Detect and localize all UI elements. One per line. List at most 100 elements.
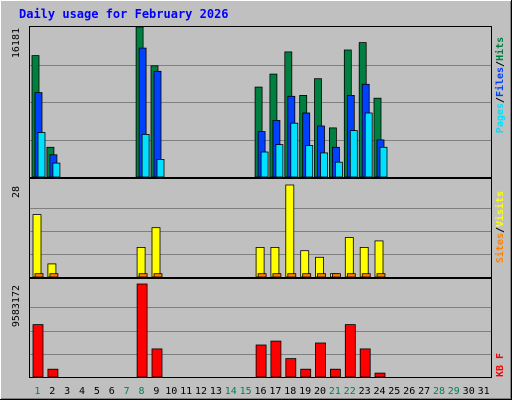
bar-pages [156, 158, 165, 178]
bar-sites [257, 273, 267, 278]
bar-visits [136, 246, 146, 278]
day-label: 8 [138, 386, 144, 397]
day-label: 6 [109, 386, 115, 397]
bar-visits [270, 246, 280, 278]
day-label: 5 [94, 386, 100, 397]
legend-entry: Hits [494, 37, 506, 61]
bar-kb-f [344, 324, 356, 378]
day-label: 16 [254, 386, 266, 397]
day-label: 17 [269, 386, 281, 397]
day-label: 20 [314, 386, 326, 397]
day-label: 12 [195, 386, 207, 397]
bar-sites [376, 273, 386, 278]
day-label: 21 [329, 386, 341, 397]
bar-visits [32, 214, 42, 278]
bar-pages [320, 152, 328, 178]
day-label: 18 [284, 386, 296, 397]
bar-sites [302, 273, 312, 278]
day-label: 13 [210, 386, 222, 397]
panel-visits: 28 Sites/Visits [11, 178, 506, 278]
day-label: 22 [344, 386, 356, 397]
bar-pages [141, 133, 150, 178]
legend-entry: Pages [495, 103, 506, 133]
y-max-label: 9583172 [11, 285, 22, 327]
bar-pages [305, 145, 314, 178]
day-label: 2 [49, 386, 55, 397]
panel-frame [29, 178, 492, 278]
bar-kb-f [285, 358, 297, 378]
bar-kb-f [136, 283, 148, 378]
bar-visits [151, 227, 161, 278]
day-label: 7 [124, 386, 130, 397]
bar-kb-f [315, 342, 326, 378]
bar-sites [361, 273, 371, 278]
bar-kb-f [255, 344, 267, 378]
bar-visits [344, 237, 354, 278]
bar-sites [34, 273, 44, 278]
bar-visits [359, 246, 369, 278]
legend-visits: Sites/Visits [494, 191, 506, 263]
bar-kb-f [270, 340, 282, 378]
day-label: 23 [359, 386, 371, 397]
day-label: 9 [153, 386, 159, 397]
bar-pages [379, 146, 388, 178]
legend-entry: / [495, 97, 506, 103]
bar-pages [364, 112, 373, 178]
day-label: 3 [64, 386, 70, 397]
day-label: 27 [418, 386, 430, 397]
bar-visits [255, 246, 265, 278]
bar-visits [285, 184, 295, 278]
day-label: 29 [448, 386, 460, 397]
bar-pages [349, 130, 358, 178]
legend-kbytes: KB F [495, 353, 506, 377]
bar-kb-f [47, 368, 59, 378]
day-label: 30 [463, 386, 475, 397]
y-max-label: 28 [11, 186, 22, 198]
bar-sites [272, 273, 282, 278]
bar-visits [374, 240, 384, 278]
legend-entry: KB [495, 359, 506, 377]
bar-pages [334, 161, 343, 178]
y-max-label: 16181 [11, 28, 22, 58]
chart-title: Daily usage for February 2026 [19, 7, 229, 21]
bar-kb-f [374, 372, 386, 378]
legend-entry: Sites [494, 233, 506, 263]
bar-sites [287, 273, 297, 278]
bar-pages [290, 122, 299, 178]
day-label: 31 [478, 386, 490, 397]
day-label: 25 [388, 386, 400, 397]
day-label: 11 [180, 386, 192, 397]
bar-sites [49, 273, 59, 278]
bar-pages [275, 144, 284, 178]
x-axis-day-labels: 1 2 3 4 5 6 7 8 9 10 11 12 13 14 15 16 17 18 19 20 21 22 23 24 2… [34, 386, 489, 397]
legend-entry: Visits [494, 191, 506, 227]
day-label: 28 [433, 386, 445, 397]
panel-frame [29, 26, 492, 178]
bar-kb-f [300, 368, 312, 378]
day-label: 4 [79, 386, 85, 397]
legend-entry: Files [494, 67, 506, 97]
bar-pages [37, 132, 46, 178]
panel-kbytes: 9583172 KB F [11, 278, 506, 378]
legend-hits: Pages/Files/Hits [494, 37, 506, 133]
legend-entry: / [495, 61, 506, 67]
panel-frame [29, 278, 492, 378]
bar-visits [300, 250, 310, 278]
day-label: 1 [34, 386, 40, 397]
bar-sites [317, 273, 326, 278]
day-label: 10 [165, 386, 177, 397]
bar-pages [260, 151, 269, 178]
bar-sites [153, 273, 163, 278]
bar-sites [346, 273, 356, 278]
bar-kb-f [329, 368, 341, 378]
day-label: 24 [373, 386, 385, 397]
bar-sites [331, 273, 341, 278]
day-label: 15 [240, 386, 252, 397]
day-label: 26 [403, 386, 415, 397]
bar-kb-f [151, 348, 163, 378]
chart-panels: 16181Pages/Files/Hits28Sites/Visits95831… [11, 26, 506, 378]
bar-kb-f [359, 348, 371, 378]
